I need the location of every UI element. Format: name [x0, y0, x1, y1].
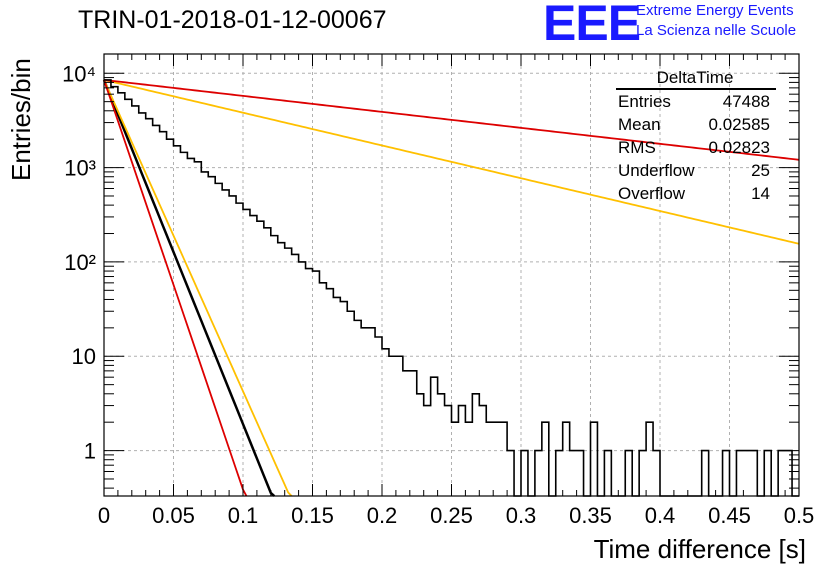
stats-value: 47488: [722, 92, 770, 111]
y-tick-label: 1: [84, 439, 96, 464]
stats-row-rms: RMS 0.02823: [610, 136, 780, 159]
y-tick-label: 10: [72, 344, 96, 369]
fit-line-0: [102, 79, 276, 497]
fit-line-4: [103, 79, 248, 497]
x-axis-label: Time difference [s]: [593, 534, 806, 564]
stats-value: 0.02823: [708, 138, 770, 157]
stats-key: Mean: [618, 115, 661, 134]
x-tick-label: 0.05: [152, 503, 195, 528]
stats-key: RMS: [618, 138, 656, 157]
eee-logo: EEE: [543, 0, 641, 51]
x-tick-label: 0.3: [506, 503, 537, 528]
fit-line-3: [103, 79, 293, 497]
stats-box: DeltaTime Entries 47488 Mean 0.02585 RMS…: [610, 68, 780, 205]
stats-key: Entries: [618, 92, 671, 111]
x-tick-label: 0.25: [430, 503, 473, 528]
y-tick-label: 10²: [64, 250, 96, 275]
stats-row-overflow: Overflow 14: [610, 182, 780, 205]
x-tick-label: 0.1: [228, 503, 259, 528]
stats-value: 14: [751, 184, 770, 203]
stats-value: 0.02585: [708, 115, 770, 134]
x-tick-label: 0.35: [569, 503, 612, 528]
fit-line-1: [103, 79, 800, 245]
x-tick-label: 0.5: [784, 503, 815, 528]
logo-text-line2: La Scienza nelle Scuole: [636, 22, 797, 39]
x-tick-label: 0.2: [367, 503, 398, 528]
stats-row-mean: Mean 0.02585: [610, 113, 780, 136]
y-axis-label: Entries/bin: [6, 58, 36, 181]
y-tick-label: 10³: [64, 156, 96, 181]
x-tick-label: 0.15: [291, 503, 334, 528]
stats-key: Underflow: [618, 161, 695, 180]
fit-line-2: [103, 79, 800, 161]
stats-value: 25: [751, 161, 770, 180]
stats-title: DeltaTime: [656, 68, 734, 87]
logo-text-line1: Extreme Energy Events: [636, 2, 794, 19]
chart-title: TRIN-01-2018-01-12-00067: [78, 6, 387, 34]
stats-key: Overflow: [618, 184, 686, 203]
y-tick-label: 10⁴: [62, 61, 96, 86]
x-tick-label: 0: [98, 503, 110, 528]
x-tick-label: 0.4: [645, 503, 676, 528]
stats-row-underflow: Underflow 25: [610, 159, 780, 182]
stats-divider: [616, 88, 776, 90]
stats-row-entries: Entries 47488: [610, 90, 780, 113]
x-tick-label: 0.45: [708, 503, 751, 528]
histogram-series: [104, 79, 799, 497]
